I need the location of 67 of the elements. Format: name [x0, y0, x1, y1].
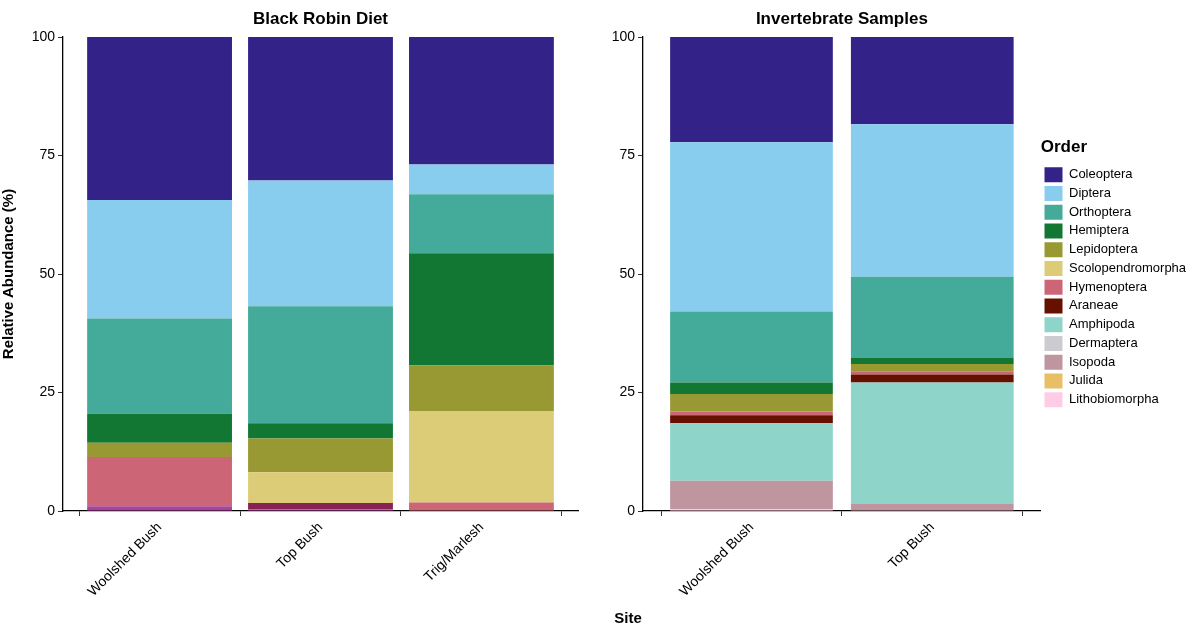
bar: [409, 365, 554, 411]
bar: [670, 415, 833, 424]
bar: [409, 164, 554, 195]
y-tick-label: 25: [39, 383, 56, 400]
bar: [87, 413, 232, 443]
bar: [87, 200, 232, 319]
bar: [409, 253, 554, 366]
bar: [850, 364, 1014, 372]
bar: [670, 480, 833, 510]
legend-label: Lithobiomorpha: [1069, 391, 1160, 407]
legend-label: Coleoptera: [1069, 166, 1134, 182]
y-tick-label: 50: [39, 264, 56, 281]
y-tick-label: 75: [39, 146, 56, 163]
bar: [248, 438, 393, 473]
bar: [248, 472, 393, 503]
chart-title: Invertebrate Samples: [755, 9, 928, 28]
bar: [670, 411, 833, 416]
y-tick-label: 0: [47, 501, 56, 518]
legend-label: Dermaptera: [1069, 334, 1139, 350]
bar: [87, 318, 232, 414]
bar: [248, 180, 393, 307]
bar: [850, 37, 1014, 125]
legend-label: Lepidoptera: [1069, 241, 1139, 257]
bar: [670, 311, 833, 383]
y-tick-label: 75: [619, 146, 636, 163]
bar: [248, 306, 393, 424]
legend-label: Hemiptera: [1069, 222, 1130, 238]
bar: [87, 456, 232, 507]
y-tick-label: 100: [611, 27, 636, 44]
bar: [409, 194, 554, 254]
legend-label: Isopoda: [1069, 353, 1117, 369]
bar: [248, 423, 393, 439]
bar: [670, 423, 833, 481]
bar: [850, 382, 1014, 504]
chart-title: Black Robin Diet: [252, 9, 389, 28]
bar: [87, 506, 232, 511]
bar: [87, 37, 232, 201]
bar: [850, 276, 1014, 358]
legend-title: Order: [1040, 137, 1088, 157]
y-tick-label: 0: [627, 501, 636, 518]
bar: [850, 503, 1014, 511]
x-axis-title: Site: [614, 609, 642, 626]
bar: [409, 502, 554, 511]
bar: [670, 37, 833, 143]
bar: [248, 37, 393, 181]
bar: [850, 371, 1014, 375]
bar: [850, 357, 1014, 365]
legend-label: Scolopendromorpha: [1069, 259, 1187, 275]
bar: [850, 124, 1014, 277]
bar: [670, 382, 833, 394]
y-tick-label: 50: [619, 264, 636, 281]
legend-label: Amphipoda: [1069, 316, 1136, 332]
legend-label: Araneae: [1069, 297, 1119, 313]
bar: [850, 374, 1014, 383]
legend-label: Hymenoptera: [1069, 278, 1148, 294]
y-axis-title: Relative Abundance (%): [0, 188, 17, 360]
bar: [409, 37, 554, 165]
bar: [87, 442, 232, 457]
bar: [248, 502, 393, 510]
legend-label: Diptera: [1069, 184, 1112, 200]
bar: [670, 142, 833, 312]
bar: [670, 393, 833, 412]
legend-label: Orthoptera: [1069, 203, 1132, 219]
y-tick-label: 25: [619, 383, 636, 400]
y-tick-label: 100: [31, 27, 56, 44]
legend-label: Julida: [1069, 372, 1104, 388]
bar: [409, 410, 554, 503]
